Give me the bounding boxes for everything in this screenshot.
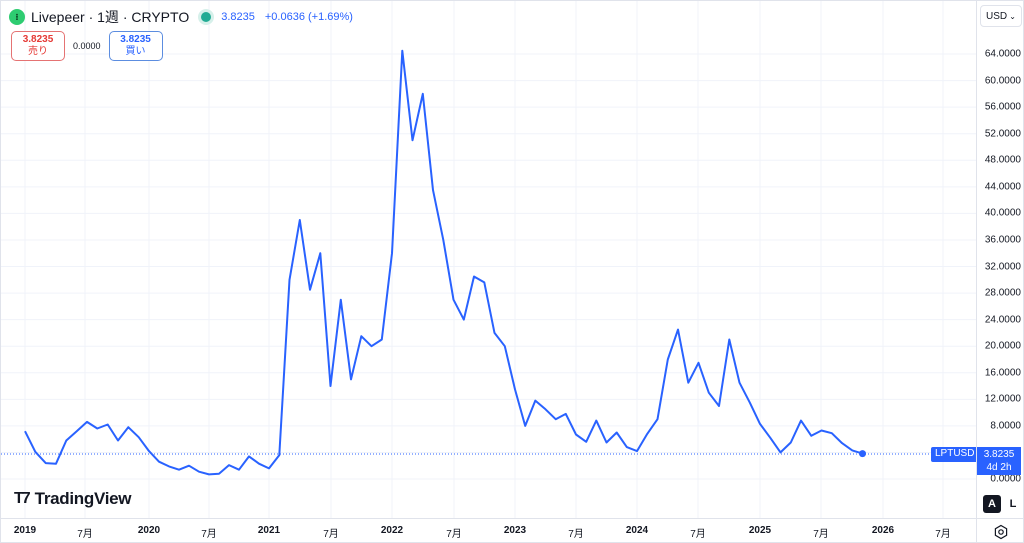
tradingview-wordmark: TradingView xyxy=(34,489,132,508)
symbol-title[interactable]: Livepeer · 1週 · CRYPTO xyxy=(31,9,190,25)
chart-settings-button[interactable] xyxy=(976,518,1024,543)
current-price-tag: 3.8235 4d 2h xyxy=(977,447,1021,475)
price-axis-label: 40.0000 xyxy=(984,207,1021,219)
price-axis-label: 36.0000 xyxy=(984,234,1021,246)
grid-lines xyxy=(1,1,976,518)
currency-select[interactable]: USD ⌄ xyxy=(980,5,1022,27)
time-axis-label: 2020 xyxy=(137,525,161,536)
price-axis-label: 48.0000 xyxy=(984,154,1021,166)
price-axis-label: 56.0000 xyxy=(984,101,1021,113)
time-axis[interactable]: 2019 7月 2020 7月 2021 7月 2022 7月 2023 7月 2024 7月 2025… xyxy=(1,518,976,543)
market-open-status-icon xyxy=(201,12,212,22)
time-axis-label: 2026 xyxy=(871,525,895,536)
chart-pane[interactable]: ⁝ Livepeer · 1週 · CRYPTO 3.8235 +0.0636 … xyxy=(1,1,976,518)
time-axis-label: 7月 xyxy=(935,529,951,540)
currency-label: USD xyxy=(986,10,1008,22)
price-axis-label: 16.0000 xyxy=(984,367,1021,379)
time-axis-label: 7月 xyxy=(201,529,217,540)
price-plot[interactable] xyxy=(1,1,976,518)
price-axis-label: 60.0000 xyxy=(984,75,1021,87)
chevron-down-icon: ⌄ xyxy=(1009,11,1016,21)
tradingview-logo[interactable]: T7 TradingView xyxy=(14,489,132,509)
time-axis-label: 2023 xyxy=(503,525,527,536)
current-price-value: 3.8235 xyxy=(983,449,1015,460)
sell-button[interactable]: 3.8235 売り xyxy=(11,31,65,61)
price-axis-label: 44.0000 xyxy=(984,181,1021,193)
price-change: +0.0636 (+1.69%) xyxy=(264,11,353,23)
price-axis-label: 20.0000 xyxy=(984,340,1021,352)
spread-value: 0.0000 xyxy=(73,41,101,51)
buy-label: 買い xyxy=(125,46,146,57)
time-axis-label: 7月 xyxy=(77,529,93,540)
price-axis-label: 0.0000 xyxy=(990,473,1021,485)
log-scale-button[interactable]: L xyxy=(1004,495,1022,513)
time-axis-label: 7月 xyxy=(323,529,339,540)
price-axis-label: 24.0000 xyxy=(984,314,1021,326)
settings-hexagon-icon xyxy=(994,524,1008,539)
price-axis-label: 12.0000 xyxy=(984,393,1021,405)
price-axis-label: 8.0000 xyxy=(990,420,1021,432)
price-axis-label: 28.0000 xyxy=(984,287,1021,299)
time-axis-label: 7月 xyxy=(690,529,706,540)
livepeer-logo-icon: ⁝ xyxy=(9,9,25,25)
price-axis[interactable]: USD ⌄ 64.0000 60.0000 56.0000 52.0000 48.000… xyxy=(976,1,1024,518)
last-point-marker xyxy=(859,450,866,458)
time-axis-label: 2025 xyxy=(748,525,772,536)
time-axis-label: 2019 xyxy=(13,525,37,536)
trade-panel: 3.8235 売り 0.0000 3.8235 買い xyxy=(11,31,163,61)
time-axis-label: 7月 xyxy=(568,529,584,540)
price-series-line xyxy=(24,49,863,476)
price-axis-label: 64.0000 xyxy=(984,48,1021,60)
symbol-legend: ⁝ Livepeer · 1週 · CRYPTO 3.8235 +0.0636 … xyxy=(9,7,353,27)
time-axis-label: 2024 xyxy=(625,525,649,536)
sell-price: 3.8235 xyxy=(22,34,54,45)
buy-price: 3.8235 xyxy=(120,34,151,45)
last-price: 3.8235 xyxy=(221,11,255,23)
tradingview-mark-icon: T7 xyxy=(14,490,31,507)
time-axis-label: 2022 xyxy=(380,525,404,536)
sell-label: 売り xyxy=(28,46,48,57)
buy-button[interactable]: 3.8235 買い xyxy=(108,31,163,61)
time-axis-label: 7月 xyxy=(446,529,462,540)
time-axis-label: 2021 xyxy=(257,525,281,536)
symbol-price-label: LPTUSD xyxy=(931,447,976,462)
price-axis-label: 52.0000 xyxy=(984,128,1021,140)
price-axis-label: 32.0000 xyxy=(984,261,1021,272)
time-axis-label: 7月 xyxy=(813,529,829,540)
auto-scale-button[interactable]: A xyxy=(983,495,1001,513)
bar-countdown: 4d 2h xyxy=(986,462,1012,473)
